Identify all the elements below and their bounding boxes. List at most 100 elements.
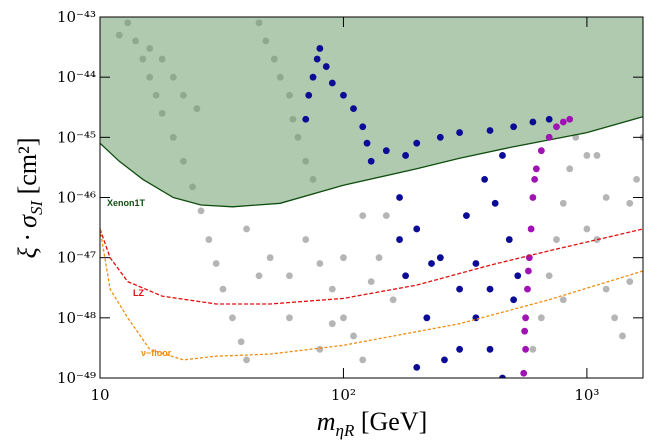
data-point [583,225,591,233]
data-point [522,345,529,353]
data-point [219,285,227,293]
y-axis-label: ξ · σSI [cm²] [13,137,46,258]
data-point [510,296,518,304]
data-point [559,296,567,304]
data-point [402,272,409,280]
data-point [396,236,403,243]
data-point [309,73,317,81]
data-point [436,133,444,141]
data-point [322,63,330,70]
data-point [436,254,444,262]
data-point [413,139,421,147]
y-label-sub: SI [27,200,46,216]
x-label-text: m [317,407,336,436]
data-point [602,194,610,201]
data-point [545,115,553,123]
data-point [499,152,506,159]
curve-label: ν−floor [141,348,172,358]
data-point [553,123,560,131]
data-point [237,338,245,346]
y-label-text: ξ · σ [13,214,42,259]
x-tick-label: 10 [90,386,109,404]
data-point [396,194,403,201]
y-tick-label: 10⁻⁴⁹ [57,369,96,387]
x-label-sub: ηR [336,421,355,440]
data-point [553,236,560,243]
y-tick-label: 10⁻⁴⁸ [57,309,96,327]
x-label-unit: [GeV] [354,407,427,436]
data-point [529,345,537,353]
y-tick-label: 10⁻⁴³ [57,8,96,26]
data-point [456,285,464,293]
data-point [566,115,574,123]
data-point [522,314,529,322]
data-point [583,152,591,159]
data-point [367,278,375,286]
data-point [328,285,336,293]
data-point [486,285,494,293]
data-point [524,267,532,275]
curve-label: LZ [133,288,144,298]
data-point [382,147,390,155]
data-point [626,199,634,207]
data-point [316,45,324,52]
data-point [611,314,619,322]
curve-label: Xenon1T [107,198,146,208]
data-point [520,369,528,377]
data-point [537,314,545,322]
data-point [205,236,213,243]
data-point [328,320,336,328]
data-point [197,207,205,215]
data-point [316,260,324,267]
data-point [456,129,464,136]
data-point [524,285,531,293]
data-point [375,254,383,262]
data-point [545,133,553,141]
data-point [619,332,626,340]
data-point [532,165,540,173]
data-point [593,236,601,243]
data-point [286,272,293,280]
data-point [350,105,357,113]
plot-area [100,17,643,378]
data-point [255,272,263,280]
data-point [505,236,513,243]
data-point [313,55,321,63]
data-point [363,139,371,147]
data-point [463,212,470,220]
axes: 10 10² 10³ 10⁻⁴⁹ 10⁻⁴⁸ 10⁻⁴⁷ 10⁻⁴⁶ 10⁻⁴⁵ 10⁻⁴⁴ 10… [57,8,643,404]
data-point [316,345,324,353]
limit-curve [100,228,643,305]
data-point [367,157,375,165]
data-point [359,212,367,220]
data-point [212,260,220,267]
data-point [472,260,480,267]
data-point [491,199,499,207]
y-label-unit: [cm²] [13,137,42,200]
data-point [350,332,357,340]
data-point [402,152,409,159]
data-point [340,314,347,322]
data-point [423,314,431,322]
data-point [428,260,435,267]
x-axis-label: mηR [GeV] [317,407,428,440]
y-tick-label: 10⁻⁴⁴ [57,68,96,86]
data-point [243,225,250,233]
data-point [559,199,567,207]
data-point [413,225,421,233]
data-point [531,175,539,183]
data-point [593,152,601,159]
y-tick-label: 10⁻⁴⁵ [57,128,96,146]
data-point [441,356,448,364]
data-point [545,272,553,280]
data-point [286,314,293,322]
x-tick-label: 10² [331,386,356,404]
data-point [340,91,347,99]
data-point [529,194,537,201]
data-point [510,123,518,131]
limit-curve [100,228,643,361]
data-point [626,278,634,286]
data-point [602,285,610,293]
data-point [481,175,488,183]
